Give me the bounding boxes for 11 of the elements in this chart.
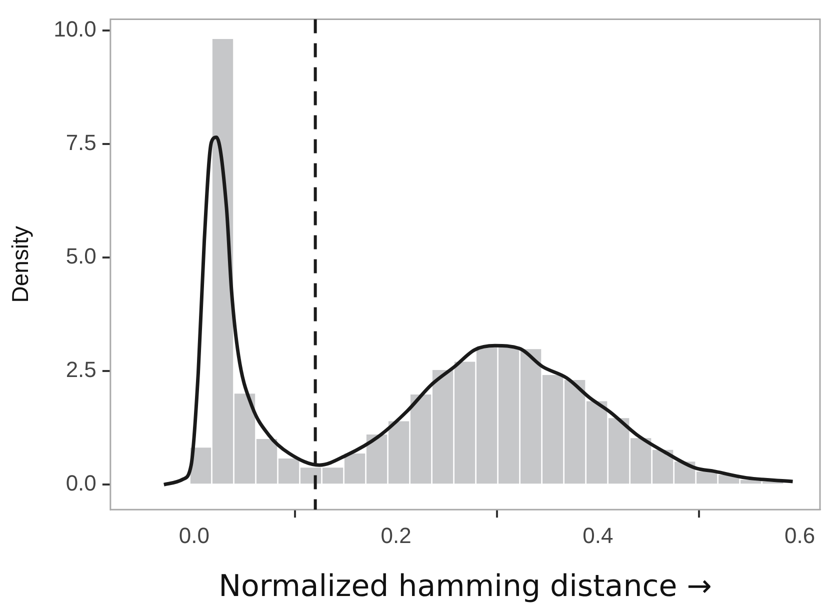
y-tick-label: 5.0 xyxy=(66,244,96,269)
y-tick-label: 7.5 xyxy=(66,130,96,156)
x-tick-label: 0.6 xyxy=(784,522,816,548)
y-tick-label: 2.5 xyxy=(66,357,96,382)
y-axis-title: Density xyxy=(7,226,34,303)
x-axis-title: Normalized hamming distance → xyxy=(218,568,712,604)
x-tick-label: 0.4 xyxy=(582,522,614,548)
x-tick-label: 0.2 xyxy=(380,522,412,548)
y-tick-label: 10.0 xyxy=(54,16,96,42)
y-tick-label: 0.0 xyxy=(66,470,96,496)
x-tick-label: 0.0 xyxy=(178,522,210,548)
